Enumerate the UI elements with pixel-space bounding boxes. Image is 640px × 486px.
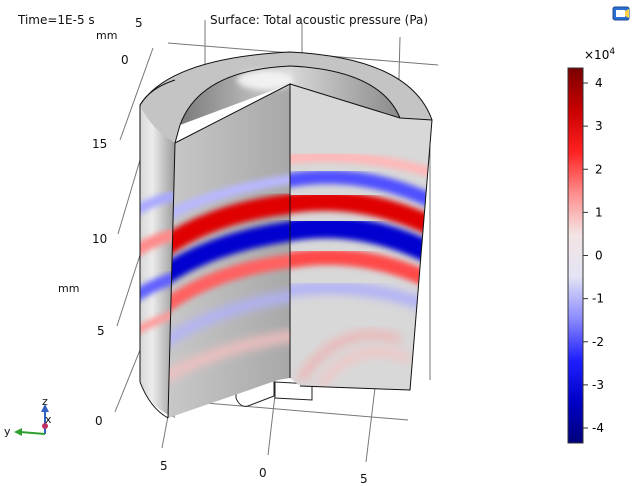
triad-x-label: x (45, 413, 52, 426)
geometry-edges (139, 51, 433, 419)
tick-bottom-0: 0 (259, 466, 267, 480)
cylinder-outer-surface (140, 80, 175, 418)
tick-bottom-5-right: 5 (360, 472, 368, 486)
time-label: Time=1E-5 s (18, 13, 95, 27)
tick-z-0: 0 (95, 414, 103, 428)
tick-bottom-5-left: 5 (160, 459, 168, 473)
color-legend-tick-label: -1 (592, 292, 604, 306)
axis-unit-mm-top: mm (96, 29, 118, 42)
color-legend-multiplier: ×104 (584, 47, 615, 62)
cut-face-left (168, 84, 290, 418)
axis-gridlines (114, 20, 439, 463)
tick-z-10: 10 (92, 232, 108, 246)
color-legend-tick-label: -3 (592, 378, 604, 392)
plot-title: Surface: Total acoustic pressure (Pa) (210, 13, 429, 27)
tick-back-0: 0 (121, 53, 129, 67)
tick-z-15: 15 (92, 137, 108, 151)
tick-z-5: 5 (97, 324, 105, 338)
axis-triad (14, 404, 49, 436)
color-legend-tick-label: -4 (592, 421, 604, 435)
tick-back-5: 5 (135, 16, 143, 30)
color-legend-tick-label: 0 (595, 249, 603, 263)
camera-view-icon[interactable] (612, 5, 632, 23)
triad-z-label: z (42, 395, 48, 408)
axis-unit-mm-left: mm (58, 282, 80, 295)
triad-y-label: y (4, 425, 11, 438)
cut-face-right (290, 84, 432, 390)
color-legend-tick-label: 2 (595, 162, 603, 176)
color-legend-tick-label: 3 (595, 119, 603, 133)
color-legend-bar (567, 67, 584, 444)
cylinder-top-rim (140, 52, 432, 143)
color-legend-tick-label: 4 (595, 76, 603, 90)
color-legend-tick-label: 1 (595, 205, 603, 219)
color-legend-tick-label: -2 (592, 335, 604, 349)
